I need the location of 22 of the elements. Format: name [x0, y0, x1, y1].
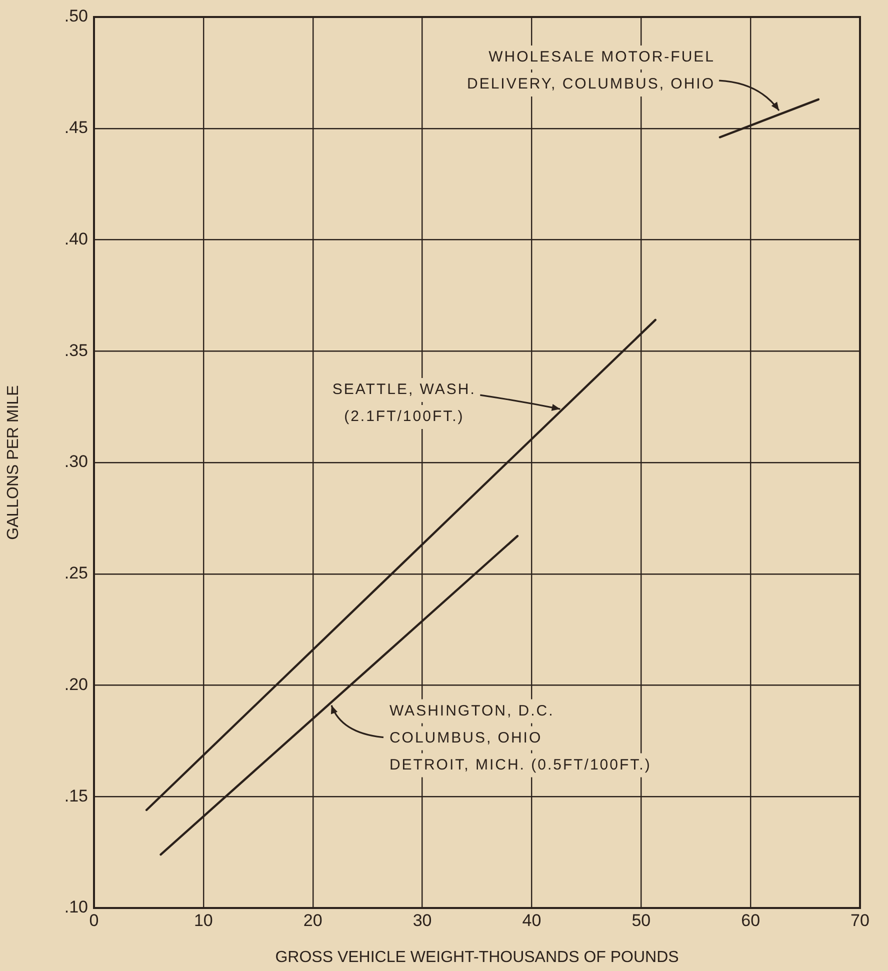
y-tick-label: .15 — [64, 786, 88, 806]
x-axis-title: GROSS VEHICLE WEIGHT-THOUSANDS OF POUNDS — [275, 948, 679, 966]
x-tick-label: 70 — [850, 910, 870, 930]
x-tick-label: 20 — [303, 910, 322, 930]
annotation: WHOLESALE MOTOR-FUEL DELIVERY, COLUMBUS, OHIO — [467, 48, 716, 93]
y-tick-label: .20 — [64, 674, 88, 694]
y-tick-label: .25 — [64, 564, 88, 583]
y-axis-title: GALLONS PER MILE — [5, 385, 22, 540]
y-tick-label: .10 — [64, 898, 88, 917]
y-tick-label: .30 — [64, 452, 88, 472]
x-tick-label: 40 — [522, 910, 542, 930]
y-tick-label: .45 — [64, 118, 88, 138]
x-tick-label: 50 — [632, 910, 651, 930]
y-tick-label: .50 — [64, 6, 88, 26]
x-tick-label: 10 — [194, 910, 213, 930]
y-tick-label: .35 — [64, 340, 88, 360]
x-tick-label: 30 — [412, 910, 432, 930]
x-tick-label: 60 — [741, 910, 760, 930]
x-tick-label: 0 — [89, 910, 99, 930]
annotation: SEATTLE, WASH. (2.1FT/100FT.) — [332, 381, 476, 426]
annotation: WASHINGTON, D.C. COLUMBUS, OHIO DETROIT, MICH. (0.5FT/100FT.) — [389, 702, 652, 774]
y-tick-label: .40 — [64, 229, 88, 248]
